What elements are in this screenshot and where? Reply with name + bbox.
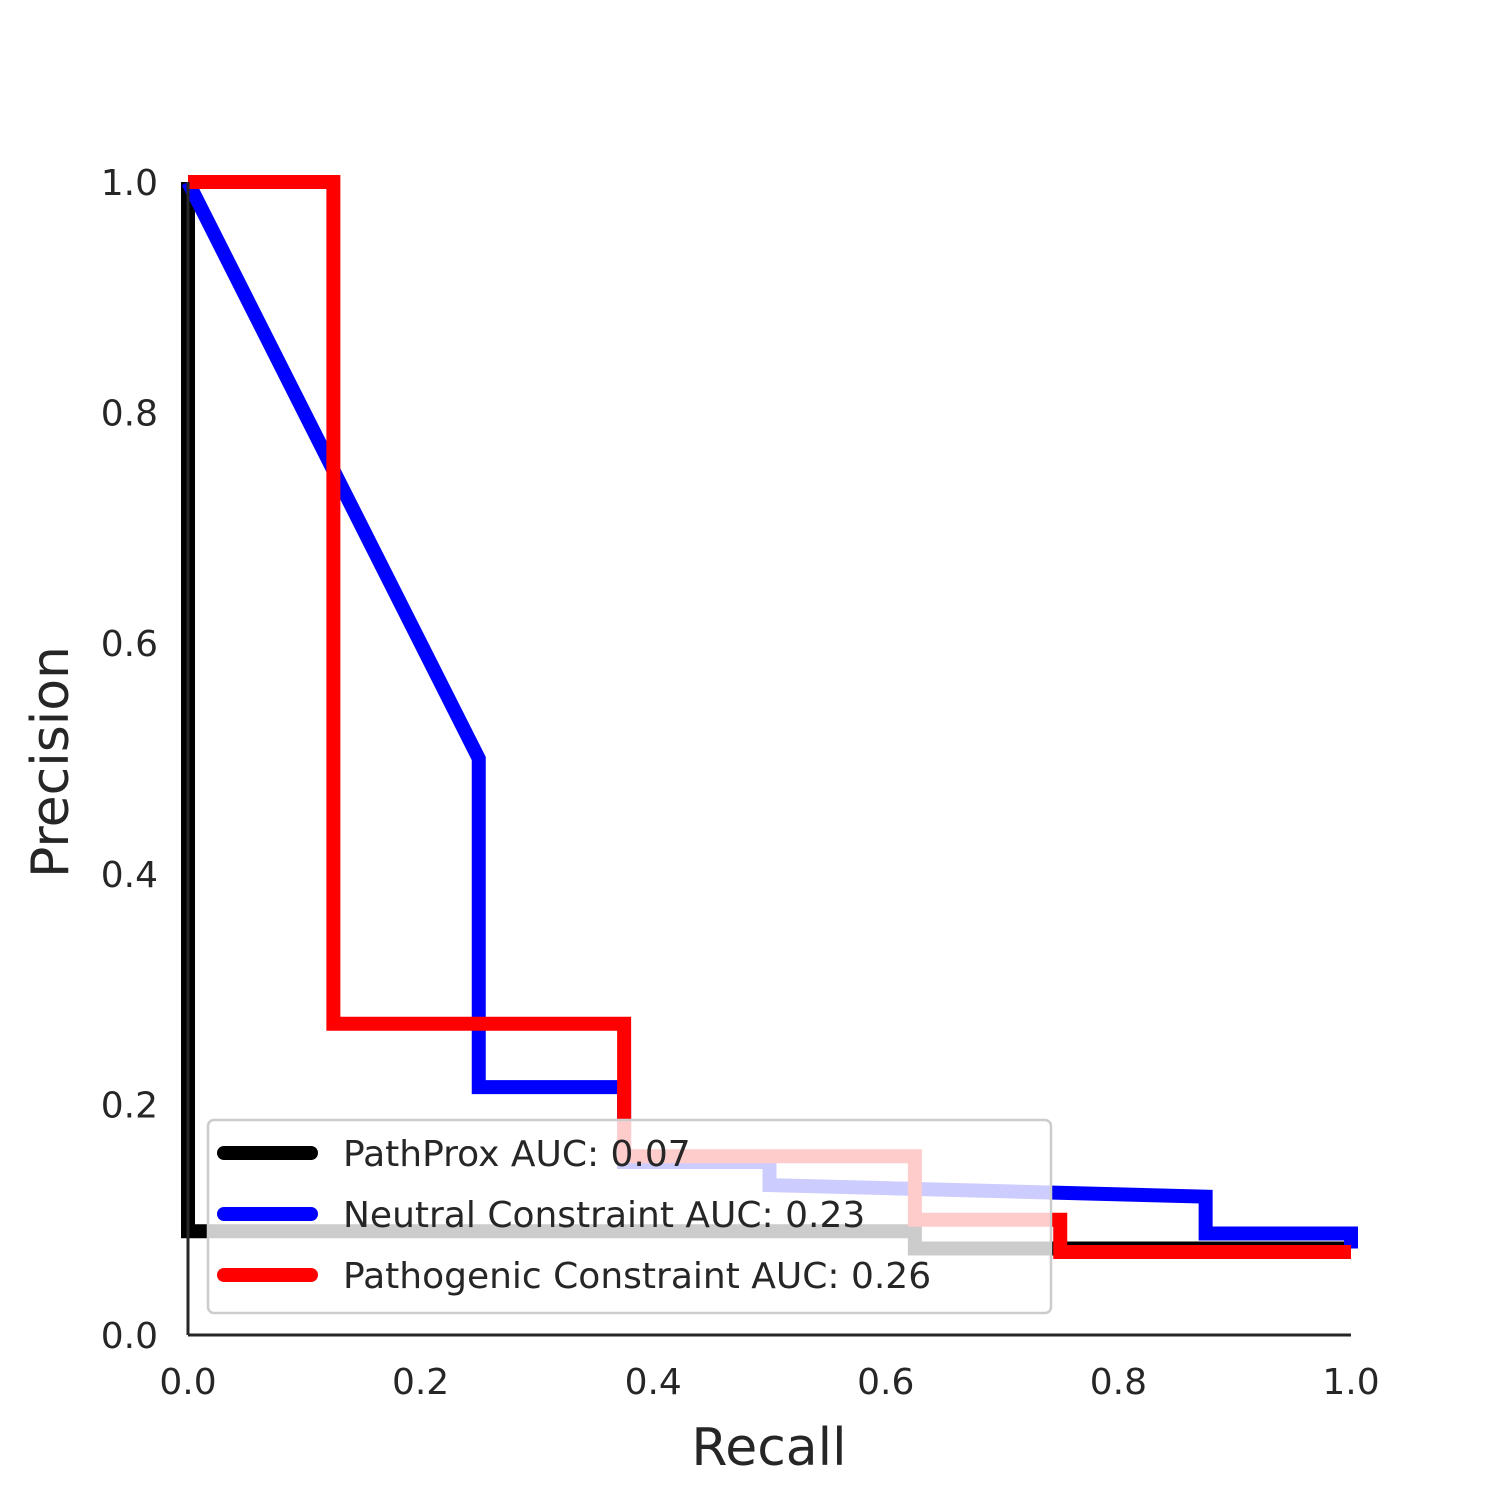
- y-tick-label: 0.8: [101, 394, 158, 435]
- legend-label-2: Pathogenic Constraint AUC: 0.26: [343, 1256, 931, 1297]
- y-tick-label: 0.0: [101, 1316, 158, 1357]
- y-tick-label: 0.2: [101, 1085, 158, 1126]
- x-tick-label: 1.0: [1322, 1362, 1379, 1403]
- x-tick-label: 0.0: [159, 1362, 216, 1403]
- y-tick-label: 0.4: [101, 855, 158, 896]
- legend-label-0: PathProx AUC: 0.07: [343, 1134, 691, 1175]
- series-layer: [181, 175, 1358, 1259]
- y-tick-label: 0.6: [101, 624, 158, 665]
- x-tick-label: 0.8: [1090, 1362, 1147, 1403]
- series-line-2: [188, 175, 1351, 1259]
- series-line-0: [181, 182, 1351, 1256]
- legend-frame: [206, 1118, 1053, 1315]
- x-axis-label: Recall: [691, 1418, 846, 1478]
- x-tick-label: 0.6: [857, 1362, 914, 1403]
- series-line-1: [181, 178, 1358, 1249]
- x-tick-labels: 0.0 0.2 0.4 0.6 0.8 1.0: [159, 1362, 1379, 1403]
- legend: PathProx AUC: 0.07 Neutral Constraint AUC…: [206, 1118, 1053, 1315]
- x-tick-label: 0.4: [625, 1362, 682, 1403]
- y-tick-label: 1.0: [101, 163, 158, 204]
- y-axis-label: Precision: [21, 646, 81, 878]
- legend-items: PathProx AUC: 0.07 Neutral Constraint AUC…: [217, 1134, 931, 1297]
- y-tick-labels: 0.0 0.2 0.4 0.6 0.8 1.0: [101, 163, 158, 1357]
- x-tick-label: 0.2: [392, 1362, 449, 1403]
- legend-label-1: Neutral Constraint AUC: 0.23: [343, 1195, 865, 1236]
- axes: [186, 182, 1351, 1337]
